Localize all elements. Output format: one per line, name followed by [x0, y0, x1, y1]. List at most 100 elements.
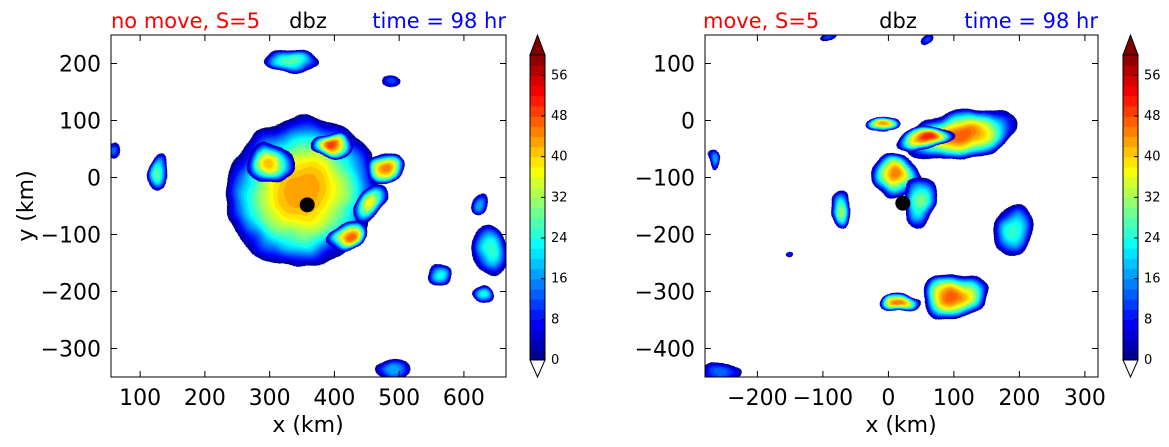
contour-level [112, 149, 117, 155]
y-tick-label: −200 [635, 224, 695, 249]
y-tick-label: 0 [681, 110, 695, 135]
colorbar-segment [530, 166, 545, 178]
colorbar-segment [530, 95, 545, 107]
colorbar-tick-label: 24 [1144, 231, 1161, 246]
contour-level [788, 253, 792, 256]
colorbar-segment [1123, 166, 1138, 178]
contour-level [484, 244, 496, 259]
colorbar-segment [530, 126, 545, 137]
contour-level [894, 300, 903, 305]
colorbar-segment [1123, 309, 1138, 320]
echo-cell [821, 35, 838, 43]
contour-level [263, 158, 276, 168]
colorbar-segment [530, 238, 545, 249]
y-tick-label: 100 [59, 110, 101, 135]
echo-cell [904, 174, 938, 226]
colorbar-segment [530, 187, 545, 198]
colorbar-extend-min [529, 359, 546, 379]
x-tick-label: −100 [793, 386, 853, 411]
title-center: dbz [289, 9, 327, 33]
colorbar-segment [1123, 207, 1138, 219]
colorbar-tick-label: 0 [1144, 353, 1152, 368]
colorbar-tick-label: 8 [1144, 312, 1152, 327]
colorbar-segment [530, 349, 545, 361]
y-tick-label: 200 [59, 53, 101, 78]
colorbar-segment [1123, 116, 1138, 127]
colorbar-segment [1123, 85, 1138, 97]
colorbar-segment [1123, 248, 1138, 259]
colorbar-tick-label: 48 [1144, 109, 1161, 124]
echo-cell [898, 124, 957, 151]
contour-level [925, 35, 931, 40]
echo-cell [472, 284, 494, 305]
x-tick-label: 500 [378, 386, 420, 411]
colorbar-frame [529, 54, 546, 361]
colorbar-segment [530, 65, 545, 76]
colorbar-segment [530, 339, 545, 351]
y-tick-label: −300 [635, 281, 695, 306]
colorbar-segment [530, 329, 545, 341]
colorbar-segment [1123, 177, 1138, 188]
colorbar-segment [1123, 319, 1138, 331]
y-tick-label: −400 [635, 338, 695, 363]
x-tick-label: 300 [1064, 386, 1106, 411]
colorbar-segment [530, 299, 545, 310]
colorbar-segment [1123, 217, 1138, 229]
colorbar-segment [1123, 299, 1138, 310]
storm-center-marker [895, 195, 911, 211]
contour-level [477, 199, 483, 207]
contour-level [366, 198, 374, 208]
x-tick-label: 600 [443, 386, 485, 411]
colorbar-tick-label: 8 [551, 312, 559, 327]
x-ticks-left: 100 200 300 400 500 600 [119, 35, 485, 411]
colorbar-extend-max [529, 33, 546, 56]
echo-cell [921, 35, 935, 43]
colorbar-segment [1123, 55, 1138, 66]
contour-level [916, 193, 926, 207]
colorbar-segment [1123, 146, 1138, 158]
echo-cell [243, 141, 296, 185]
contour-level [889, 169, 901, 180]
contour-level [921, 134, 934, 141]
colorbar-tick-label: 48 [551, 109, 568, 124]
panel-move: −200 −100 0 100 200 300 1000−100−200−300−400 … [635, 9, 1161, 438]
title-left: no move, S=5 [111, 9, 260, 33]
x-tick-label: 400 [313, 386, 355, 411]
colorbar-tick-label: 16 [1144, 272, 1161, 287]
colorbar-tick-label: 24 [551, 231, 568, 246]
echo-cell [326, 220, 368, 255]
contour-level [947, 292, 961, 303]
colorbar-segment [1123, 227, 1138, 239]
colorbar-segment [1123, 268, 1138, 280]
colorbar-segment [530, 85, 545, 97]
y-tick-label: −200 [41, 281, 101, 306]
colorbar-segment [530, 288, 545, 300]
colorbar-tick-label: 32 [1144, 190, 1161, 205]
echo-cell [353, 182, 387, 225]
colorbar-segment [530, 136, 545, 148]
colorbar-segment [1123, 329, 1138, 341]
colorbar-segment [530, 197, 545, 209]
y-ticks-right: 100 0 −100 −200 −300 −400 [635, 53, 1098, 363]
colorbar-right: 0 8 16 24 32 40 48 56 [1122, 33, 1161, 379]
colorbar-segment [530, 278, 545, 290]
echo-cell [149, 155, 168, 188]
colorbar-segment [530, 309, 545, 320]
echo-cell [306, 133, 356, 159]
colorbar-segment [530, 75, 545, 87]
axes-frame-right [704, 34, 1099, 378]
colorbar-segment [1123, 126, 1138, 137]
colorbar-segment [1123, 105, 1138, 117]
y-tick-label: 0 [87, 167, 101, 192]
contour-level [326, 143, 337, 149]
colorbar-segment [530, 207, 545, 219]
x-tick-label: 300 [249, 386, 291, 411]
echo-cell [828, 194, 851, 229]
contour-level [343, 233, 352, 241]
contour-level [480, 291, 487, 298]
contour-level [826, 35, 833, 40]
contour-level [435, 271, 444, 278]
contour-level [155, 167, 161, 177]
echo-cell [993, 203, 1033, 255]
colorbar-segment [1123, 349, 1138, 361]
